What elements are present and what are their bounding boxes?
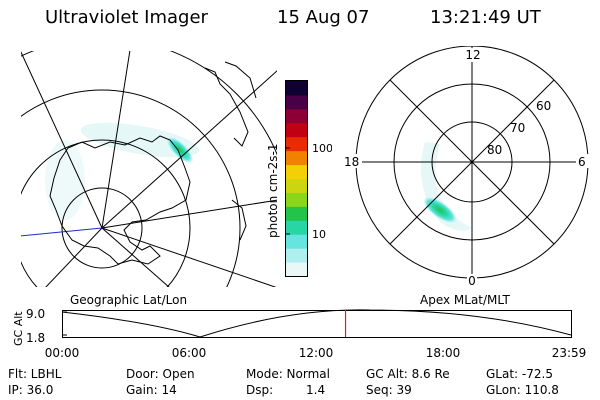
altitude-plot: GC Alt 9.0 1.8 00:00 06:00 12:00 18:00 2… [12,307,587,360]
dsp-value: 1.4 [306,383,326,397]
colorbar-segment [286,192,307,207]
mlt-label-0: 0 [468,274,476,286]
mlt-label-6: 6 [578,155,586,169]
latitude-circle [20,139,191,288]
ip-status: IP: 36.0 [8,383,54,397]
mlat-label-70: 70 [510,121,525,135]
time-tick-0000: 00:00 [45,346,80,360]
colorbar-segment [286,178,307,193]
magnetic-map: 12 18 6 0 60 70 80 [342,46,590,286]
right-map-caption: Apex MLat/MLT [420,293,510,307]
seq-status: Seq: 39 [366,383,412,397]
colorbar-segment [286,150,307,166]
meridian [101,50,131,229]
mlt-label-12: 12 [465,48,480,62]
colorbar-tick-label-100: 100 [312,142,332,155]
latitude-circle [20,89,241,288]
colorbar-segment [286,206,307,221]
coastline [49,135,191,265]
glat-status: GLat: -72.5 [486,367,553,381]
colorbar: 100 10 photon cm-2s-1 [266,80,332,277]
latitude-circle [61,187,143,269]
coastline-distant [231,199,247,241]
colorbar-segment [286,108,307,124]
coastline-distant [224,61,257,99]
aurora-faint-emission [45,140,85,220]
time-tick-1800: 18:00 [426,346,461,360]
colorbar-segment [286,122,307,138]
gain-status: Gain: 14 [126,383,177,397]
colorbar-frame [285,80,308,277]
mlt-line [389,79,555,245]
mlat-label-80: 80 [487,143,502,157]
coastline-distant [204,67,249,147]
observation-date: 15 Aug 07 [277,7,370,28]
aurora-oval-glow [80,122,200,158]
altitude-plot-frame [62,310,572,338]
colorbar-segment [286,220,307,235]
meridian [44,227,103,288]
meridian [101,227,171,288]
geographic-map [20,50,278,288]
colorbar-segment [286,136,307,152]
altitude-curve [61,309,572,338]
meridian [101,69,278,229]
aurora-emission [422,196,458,224]
time-tick-0600: 06:00 [172,346,207,360]
colorbar-axis-label: photon cm-2s-1 [266,144,280,239]
instrument-title: Ultraviolet Imager [45,7,208,28]
colorbar-segment [286,81,307,96]
time-tick-2359: 23:59 [552,346,587,360]
colorbar-segment [286,262,307,277]
altitude-axis-label: GC Alt [12,311,25,346]
colorbar-segment [286,248,307,263]
meridian-blue [20,227,103,237]
map-frame [20,50,278,288]
left-map-caption: Geographic Lat/Lon [70,293,188,307]
altitude-tick-low: 1.8 [26,331,45,345]
dsp-label: Dsp: [246,383,274,397]
colorbar-segment [286,94,307,110]
mlat-label-60: 60 [536,99,551,113]
colorbar-segment [286,164,307,179]
time-tick-1200: 12:00 [299,346,334,360]
colorbar-tick-label-10: 10 [312,228,326,241]
door-status: Door: Open [126,367,195,381]
glon-status: GLon: 110.8 [486,383,559,397]
filter-status: Flt: LBHL [8,367,62,381]
observation-time: 13:21:49 UT [430,7,541,28]
altitude-tick-high: 9.0 [26,307,45,321]
meridian [20,50,103,229]
gc-alt-status: GC Alt: 8.6 Re [366,367,450,381]
mode-status: Mode: Normal [246,367,330,381]
meridian [101,227,278,288]
mlt-label-18: 18 [344,155,359,169]
colorbar-segment [286,234,307,249]
